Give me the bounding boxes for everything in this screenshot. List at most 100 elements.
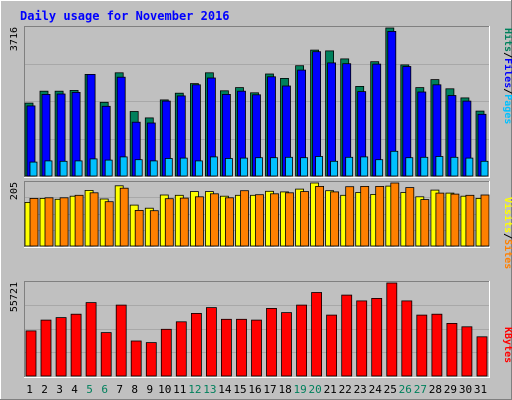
panel-kbytes: 55721 KBytes (9, 281, 512, 378)
x-tick-label-day-9: 9 (146, 383, 153, 396)
bar-pages-day-8 (134, 159, 143, 177)
bar-sites-day-18 (285, 192, 294, 247)
x-tick-label-day-14: 14 (218, 383, 232, 396)
x-tick-label-day-2: 2 (41, 383, 48, 396)
x-tick-label-day-26: 26 (399, 383, 412, 396)
legend-separator: / (502, 233, 512, 239)
y-axis-max-label: 3716 (9, 27, 20, 51)
bar-kbytes-day-20 (311, 292, 323, 377)
bar-pages-day-3 (59, 160, 68, 177)
bar-kbytes-day-6 (100, 332, 112, 377)
x-tick-label-day-28: 28 (429, 383, 442, 396)
bar-kbytes-day-13 (205, 307, 217, 377)
chart-title: Daily usage for November 2016 (20, 9, 230, 23)
bar-sites-day-2 (44, 197, 54, 247)
bar-pages-day-24 (375, 159, 384, 177)
bar-pages-day-20 (315, 156, 324, 177)
x-tick-label-day-18: 18 (278, 383, 291, 396)
bar-kbytes-day-23 (356, 300, 368, 377)
bar-pages-day-5 (89, 158, 98, 177)
bar-pages-day-14 (224, 158, 233, 177)
bar-sites-day-1 (29, 197, 39, 247)
bar-kbytes-day-18 (281, 312, 292, 377)
x-tick-label-day-23: 23 (354, 383, 367, 396)
bar-sites-day-24 (375, 185, 385, 247)
legend-kbytes: KBytes (502, 327, 512, 363)
x-tick-label-day-24: 24 (369, 383, 383, 396)
bar-sites-day-22 (345, 186, 355, 247)
panel-visits-sites: 205 Visits/Sites (9, 181, 512, 269)
legend-item-pages: Pages (502, 94, 512, 124)
bar-pages-day-9 (149, 160, 158, 177)
bar-sites-day-6 (104, 201, 114, 247)
legend-item-sites: Sites (502, 239, 512, 269)
x-tick-label-day-29: 29 (444, 383, 457, 396)
bar-files-day-24 (372, 63, 382, 177)
bar-pages-day-16 (255, 157, 263, 177)
bar-sites-day-23 (360, 185, 370, 247)
bar-pages-day-29 (450, 156, 459, 177)
bar-pages-day-26 (405, 157, 414, 177)
y-axis-max-label: 205 (9, 182, 20, 200)
legend-item-visits: Visits (502, 197, 512, 233)
bar-kbytes-day-25 (386, 282, 398, 377)
bar-sites-day-12 (194, 196, 204, 247)
x-tick-label-day-30: 30 (459, 383, 472, 396)
x-tick-label-day-27: 27 (414, 383, 427, 396)
bar-kbytes-day-31 (476, 336, 488, 377)
chart-panels: 3716 Hits/Files/Pages205Visits/Sites55721… (9, 26, 512, 378)
bar-kbytes-day-15 (236, 318, 247, 377)
legend-item-files: Files (502, 58, 512, 88)
bar-files-day-21 (327, 62, 337, 177)
x-tick-label-day-3: 3 (56, 383, 63, 396)
bar-pages-day-28 (435, 156, 444, 177)
x-tick-label-day-17: 17 (263, 383, 276, 396)
bar-kbytes-day-22 (341, 294, 353, 377)
legend-text: KBytes (502, 327, 512, 363)
bar-sites-day-30 (465, 194, 475, 247)
bar-sites-day-25 (390, 182, 400, 247)
bar-sites-day-15 (240, 190, 249, 247)
bar-pages-day-6 (104, 159, 113, 177)
x-tick-label-day-6: 6 (101, 383, 108, 396)
bar-sites-day-26 (405, 187, 415, 247)
bar-sites-day-31 (480, 194, 490, 247)
x-tick-label-day-1: 1 (26, 383, 33, 396)
bar-kbytes-day-26 (401, 300, 413, 377)
bar-pages-day-7 (119, 156, 128, 177)
bar-sites-day-4 (74, 194, 84, 247)
bar-pages-day-4 (74, 160, 83, 177)
x-axis-day-labels: 1 2 3 4 5 6 7 8 9 10 11 12 13 14 15 16 17 18 19 20 21 22 23 24 2… (26, 383, 487, 396)
bar-pages-day-25 (390, 150, 399, 177)
bar-sites-day-29 (450, 193, 460, 247)
bar-sites-day-20 (315, 185, 325, 247)
x-tick-label-day-8: 8 (131, 383, 138, 396)
bar-sites-day-3 (59, 197, 69, 247)
bar-pages-day-11 (179, 157, 188, 177)
bar-kbytes-day-27 (416, 314, 428, 377)
bar-kbytes-day-12 (190, 312, 202, 377)
x-tick-label-day-22: 22 (339, 383, 352, 396)
bar-pages-day-30 (465, 157, 474, 177)
bar-kbytes-day-10 (160, 328, 172, 377)
bar-kbytes-day-2 (40, 319, 52, 377)
bar-sites-day-14 (224, 197, 234, 247)
x-tick-label-day-25: 25 (384, 383, 397, 396)
bar-sites-day-5 (89, 192, 99, 247)
bar-sites-day-16 (255, 194, 264, 247)
x-tick-label-day-7: 7 (116, 383, 123, 396)
series-kbytes (25, 282, 488, 377)
bar-pages-day-19 (300, 157, 309, 177)
y-axis-max-label: 55721 (9, 282, 20, 312)
bar-sites-day-7 (119, 187, 129, 247)
bar-sites-day-17 (270, 193, 279, 247)
bar-kbytes-day-19 (296, 304, 308, 377)
bar-pages-day-21 (330, 160, 339, 177)
x-tick-label-day-11: 11 (173, 383, 186, 396)
series-files (26, 30, 487, 177)
bar-sites-day-27 (420, 199, 430, 247)
bar-kbytes-day-21 (326, 314, 338, 377)
bar-pages-day-22 (345, 156, 354, 177)
bar-kbytes-day-14 (220, 318, 232, 377)
